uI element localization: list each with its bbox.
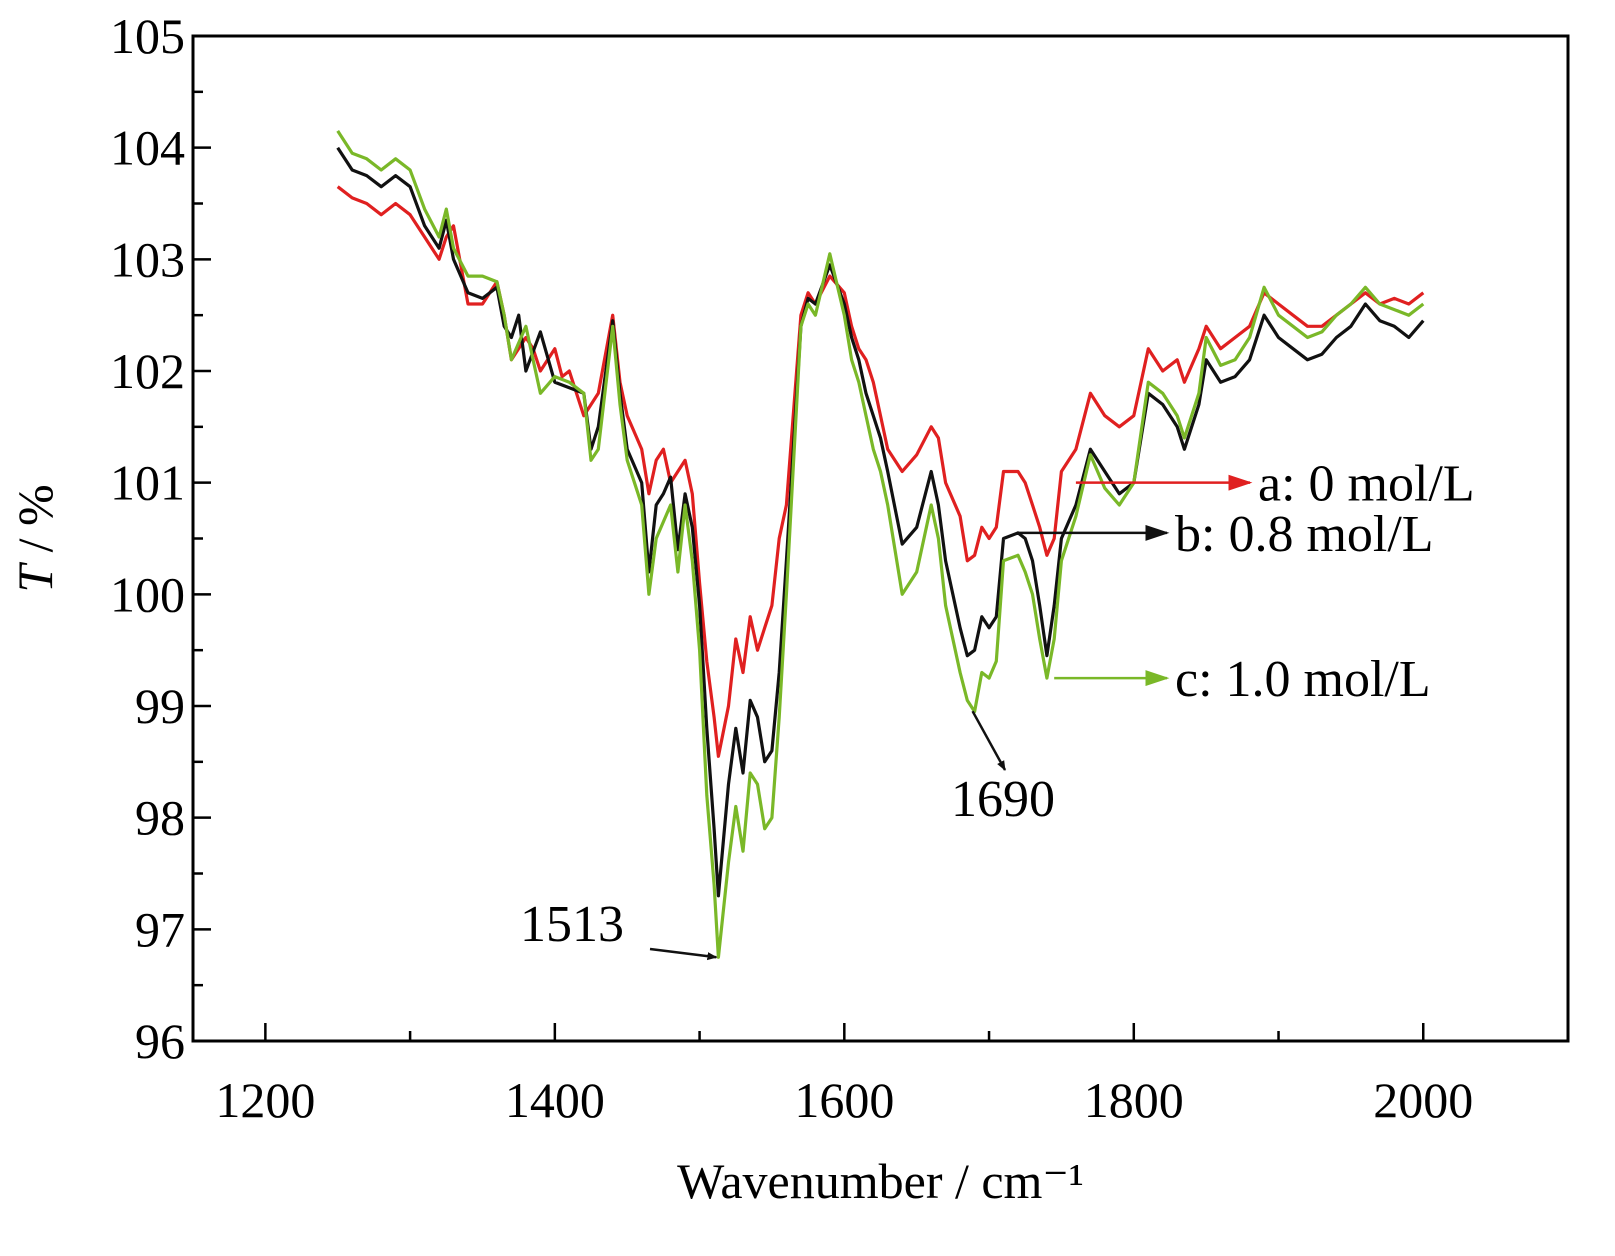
y-tick-label: 100	[110, 566, 185, 622]
series-line-1	[336, 146, 1425, 898]
annotation-arrow-1513	[649, 947, 718, 961]
y-tick-label: 97	[135, 901, 185, 957]
legend-label-0: a: 0 mol/L	[1258, 456, 1475, 513]
annotation-arrow-1690	[971, 710, 1007, 771]
legend: a: 0 mol/Lb: 0.8 mol/L c: 1.0 mol/L	[1018, 456, 1475, 708]
y-tick-label: 98	[135, 790, 185, 846]
annotation-1690: 1690	[951, 771, 1055, 828]
x-axis-title: Wavenumber / cm⁻¹	[677, 1153, 1084, 1209]
series-lines	[336, 130, 1425, 959]
x-tick-label: 1400	[505, 1072, 605, 1128]
y-tick-label: 105	[110, 8, 185, 64]
x-tick-label: 1200	[215, 1072, 315, 1128]
x-tick-label: 2000	[1373, 1072, 1473, 1128]
y-axis-title-unit: / %	[7, 484, 63, 565]
legend-label-2: c: 1.0 mol/L	[1175, 651, 1431, 708]
legend-label-1: b: 0.8 mol/L	[1175, 506, 1434, 563]
y-axis: 96 97 98 99 100 101 102 103 104 105	[110, 8, 211, 1069]
x-tick-label: 1600	[794, 1072, 894, 1128]
x-axis: 1200 1400 1600 1800 2000	[215, 1023, 1570, 1128]
y-tick-label: 103	[110, 231, 185, 287]
x-tick-label: 1800	[1084, 1072, 1184, 1128]
y-tick-label: 104	[110, 120, 185, 176]
series-line-2	[336, 130, 1425, 959]
y-tick-label: 101	[110, 455, 185, 511]
y-tick-label: 102	[110, 343, 185, 399]
y-axis-title-symbol: T	[7, 562, 63, 593]
y-tick-label: 96	[135, 1013, 185, 1069]
y-axis-title: T / %	[7, 484, 63, 592]
y-tick-label: 99	[135, 678, 185, 734]
series-line-0	[336, 185, 1425, 758]
annotation-1513: 1513	[520, 896, 624, 953]
annotations: 1513 1690	[520, 710, 1055, 961]
